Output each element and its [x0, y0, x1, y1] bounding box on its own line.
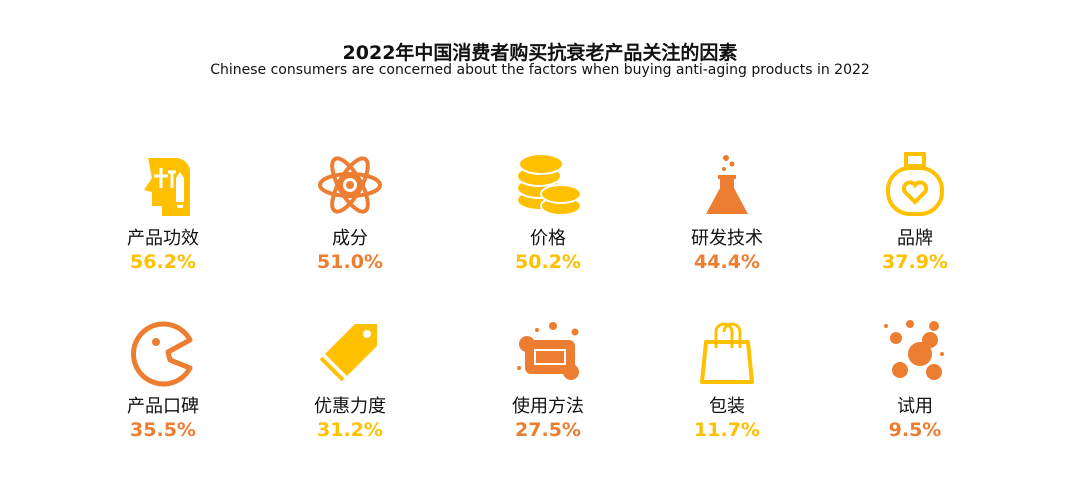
factor-percentage: 56.2%: [130, 251, 196, 273]
factor-label: 研发技术: [691, 228, 763, 249]
factor-label: 试用: [897, 396, 933, 417]
factor-item: 优惠力度 31.2%: [270, 318, 430, 442]
factor-percentage: 11.7%: [694, 419, 760, 441]
factor-item: 试用 9.5%: [835, 318, 995, 442]
price-tag-icon: [319, 324, 377, 382]
soap-icon: [517, 322, 579, 380]
factor-percentage: 37.9%: [882, 251, 948, 273]
shopping-bag-icon: [700, 322, 754, 384]
chart-subtitle: Chinese consumers are concerned about th…: [210, 62, 870, 78]
factor-item: 产品口碑 35.5%: [83, 318, 243, 442]
factor-label: 优惠力度: [314, 396, 386, 417]
factor-percentage: 9.5%: [888, 419, 942, 441]
factor-label: 产品功效: [127, 228, 199, 249]
factor-item: 价格 50.2%: [468, 150, 628, 274]
factor-label: 成分: [332, 228, 368, 249]
factor-percentage: 50.2%: [515, 251, 581, 273]
factor-item: 产品功效 56.2%: [83, 150, 243, 274]
chart-title: 2022年中国消费者购买抗衰老产品关注的因素: [342, 42, 738, 64]
bubbles-icon: [884, 320, 944, 380]
factor-item: 成分 51.0%: [270, 150, 430, 274]
flask-icon: [706, 155, 748, 214]
factor-label: 包装: [709, 396, 745, 417]
factor-label: 产品口碑: [127, 396, 199, 417]
factor-label: 品牌: [897, 228, 933, 249]
head-pencil-icon: [144, 158, 190, 216]
pacman-mouth-icon: [131, 321, 193, 387]
coins-icon: [516, 153, 582, 216]
factor-label: 价格: [530, 228, 566, 249]
factor-item: 品牌 37.9%: [835, 150, 995, 274]
factor-percentage: 35.5%: [130, 419, 196, 441]
factor-percentage: 27.5%: [515, 419, 581, 441]
factor-item: 使用方法 27.5%: [468, 318, 628, 442]
perfume-bottle-icon: [886, 152, 944, 216]
factor-item: 包装 11.7%: [647, 318, 807, 442]
factor-item: 研发技术 44.4%: [647, 150, 807, 274]
factor-percentage: 31.2%: [317, 419, 383, 441]
factor-percentage: 44.4%: [694, 251, 760, 273]
atom-icon: [318, 156, 382, 214]
factor-label: 使用方法: [512, 396, 584, 417]
factor-percentage: 51.0%: [317, 251, 383, 273]
